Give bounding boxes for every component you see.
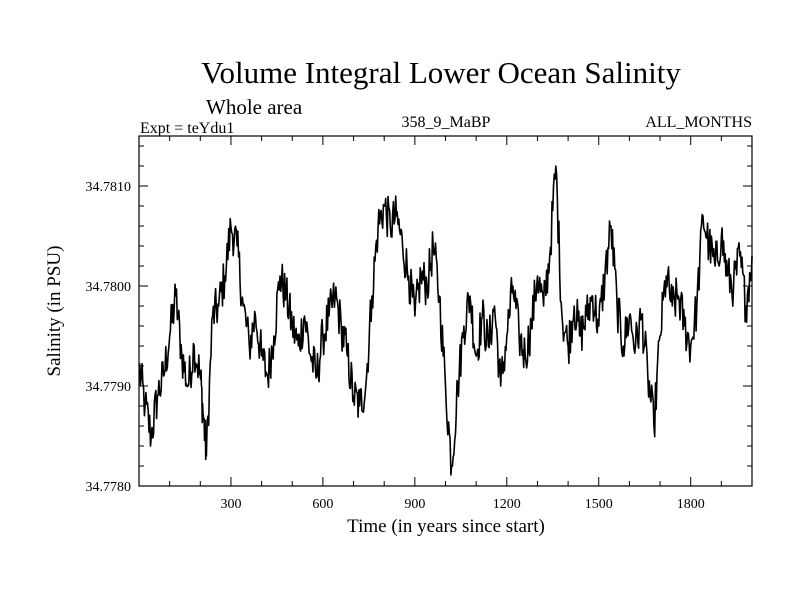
y-tick-label: 34.7800 — [86, 280, 132, 295]
months-label: ALL_MONTHS — [645, 114, 752, 131]
x-axis: 300 600 900 1200 1500 1800 — [169, 136, 722, 512]
y-tick-label: 34.7780 — [86, 480, 132, 495]
x-tick-label: 600 — [312, 497, 333, 512]
salinity-series-line — [138, 165, 753, 476]
x-tick-label: 1800 — [677, 497, 705, 512]
y-axis-label: Salinity (in PSU) — [44, 246, 65, 377]
x-tick-label: 1200 — [493, 497, 521, 512]
x-axis-label: Time (in years since start) — [347, 516, 545, 537]
plot-frame — [138, 135, 753, 487]
y-tick-label: 34.7790 — [86, 380, 132, 395]
chart-subtitle: Whole area — [206, 95, 303, 119]
period-label: 358_9_MaBP — [402, 114, 491, 131]
x-tick-label: 300 — [220, 497, 241, 512]
x-tick-label: 1500 — [585, 497, 613, 512]
experiment-label: Expt = teYdu1 — [140, 120, 234, 137]
x-tick-label: 900 — [404, 497, 425, 512]
y-axis: 34.7780 34.7790 34.7800 34.7810 — [86, 145, 752, 495]
chart-title: Volume Integral Lower Ocean Salinity — [201, 55, 681, 90]
y-tick-label: 34.7810 — [86, 180, 132, 195]
